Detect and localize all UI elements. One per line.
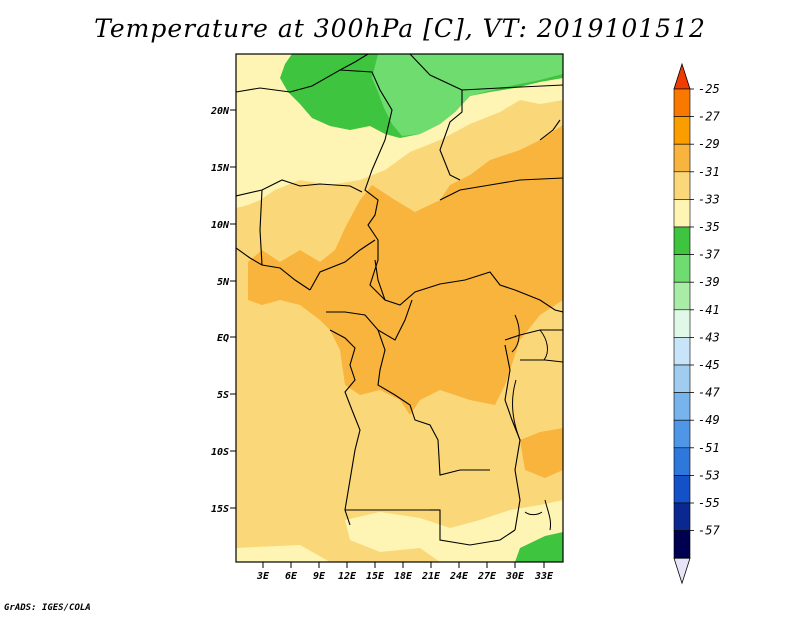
lat-label: 5S (217, 390, 229, 401)
legend-swatch (673, 392, 691, 421)
legend-swatch (673, 364, 691, 393)
legend-swatch (673, 116, 691, 145)
legend-swatch (673, 530, 691, 559)
legend-arrow-bottom (673, 557, 691, 585)
legend-label: -35 (698, 220, 720, 234)
lat-label: 10N (211, 220, 230, 231)
grads-credit: GrADS: IGES/COLA (4, 603, 91, 613)
lon-label: 12E (338, 571, 357, 582)
band-minus33-sw (236, 545, 330, 562)
legend-label: -29 (698, 137, 720, 151)
lat-label: 15S (211, 504, 229, 515)
lon-labels: 3E 6E 9E 12E 15E 18E 21E 24E 27E 30E 33E (256, 571, 554, 582)
lon-label: 18E (394, 571, 413, 582)
legend-label: -53 (698, 468, 720, 482)
legend-label: -49 (698, 413, 720, 427)
legend-swatch (673, 447, 691, 476)
legend-label: -41 (698, 303, 720, 317)
lat-label: 15N (211, 163, 230, 174)
lon-label: 24E (449, 571, 469, 582)
legend-label: -37 (698, 248, 720, 262)
legend-arrow-top (673, 62, 691, 90)
legend-label: -25 (698, 82, 720, 96)
lat-label: 10S (211, 447, 229, 458)
legend-swatch (673, 88, 691, 117)
legend-swatch (673, 281, 691, 311)
legend-swatch (673, 226, 691, 255)
legend-swatch (673, 502, 691, 531)
legend-label: -51 (698, 441, 720, 455)
legend-swatch (673, 419, 691, 449)
band-minus37-ne (470, 54, 563, 96)
color-legend: -25 -27 -29 -31 -33 -35 -37 -39 -41 -43 -45 -47 -49 -… (673, 62, 720, 585)
lon-label: 27E (477, 571, 497, 582)
lon-label: 21E (421, 571, 441, 582)
legend-label: -55 (698, 496, 720, 510)
legend-swatch (673, 199, 691, 228)
lon-label: 6E (285, 571, 298, 582)
band-minus29-east (520, 428, 563, 478)
legend-label: -31 (698, 165, 720, 179)
country-borders (236, 54, 563, 546)
plot-frame (235, 53, 564, 563)
legend-swatch (673, 337, 691, 366)
lon-label: 30E (505, 571, 525, 582)
legend-swatch (673, 475, 691, 504)
legend-label: -45 (698, 358, 720, 372)
temperature-field (236, 54, 563, 562)
legend-swatch (673, 254, 691, 283)
legend-swatch (673, 171, 691, 200)
lat-ticks (230, 109, 236, 509)
legend-swatch (673, 309, 691, 338)
band-minus37-north (372, 54, 470, 136)
legend-label: -39 (698, 275, 720, 289)
lon-label: 3E (256, 571, 270, 582)
lon-label: 9E (313, 571, 326, 582)
band-minus33-south (345, 500, 563, 562)
band-minus29-north (248, 125, 563, 415)
legend-label: -33 (698, 192, 720, 206)
lat-label: 20N (210, 106, 230, 117)
legend-label: -27 (698, 110, 720, 124)
lat-labels: 20N 15N 10N 5N EQ 5S 10S 15S (210, 106, 230, 515)
lon-ticks (262, 562, 545, 568)
legend-swatch (673, 143, 691, 173)
legend-label: -43 (698, 330, 720, 344)
lat-label: 5N (217, 277, 230, 288)
lon-label: 15E (366, 571, 385, 582)
lon-label: 33E (534, 571, 554, 582)
lat-label: EQ (217, 333, 229, 344)
legend-label: -57 (698, 524, 720, 538)
map-title: Temperature at 300hPa [C], VT: 201910151… (94, 14, 706, 43)
band-minus35-se (515, 532, 563, 562)
legend-label: -47 (698, 386, 720, 400)
lakes (511, 314, 551, 531)
